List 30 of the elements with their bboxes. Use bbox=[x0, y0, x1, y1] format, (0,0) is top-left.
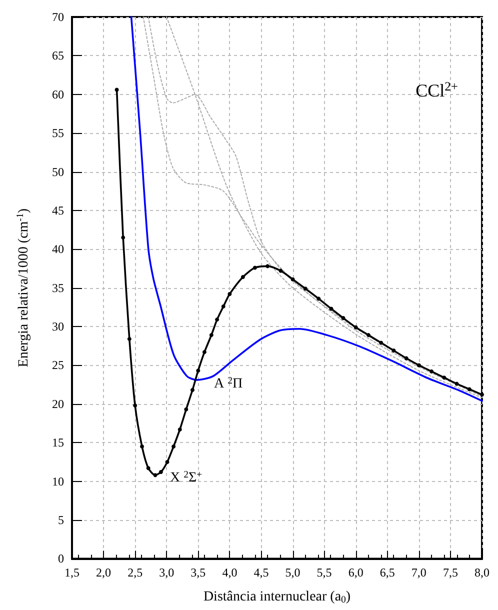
x-tick-label: 8,0 bbox=[474, 566, 490, 580]
y-tick-label: 0 bbox=[58, 552, 64, 566]
y-tick-label: 70 bbox=[52, 10, 64, 24]
y-tick-label: 25 bbox=[52, 358, 64, 372]
y-tick-label: 15 bbox=[52, 436, 64, 450]
x-tick-label: 5,5 bbox=[316, 566, 332, 580]
y-tick-label: 10 bbox=[52, 474, 64, 488]
x-tick-label: 1,5 bbox=[64, 566, 80, 580]
y-tick-label: 65 bbox=[52, 48, 64, 63]
y-tick-label: 35 bbox=[52, 280, 64, 295]
y-tick-label: 50 bbox=[52, 164, 64, 179]
y-tick-label: 30 bbox=[52, 320, 64, 334]
y-tick-label: 20 bbox=[52, 396, 64, 411]
x-tick-label: 7,0 bbox=[411, 566, 426, 580]
x-tick-label: 2,5 bbox=[128, 566, 143, 580]
x-tick-label: 7,5 bbox=[442, 566, 458, 580]
x-tick-label: 4,5 bbox=[254, 566, 269, 580]
y-tick-label: 45 bbox=[52, 203, 64, 218]
y-tick-label: 60 bbox=[52, 87, 64, 102]
x-tick-label: 5,0 bbox=[285, 566, 300, 580]
y-tick-label: 5 bbox=[58, 513, 64, 528]
y-tick-label: 55 bbox=[52, 126, 64, 140]
x-tick-label: 4,0 bbox=[222, 566, 238, 580]
x-tick-label: 3,5 bbox=[190, 566, 206, 580]
y-tick-label: 40 bbox=[52, 242, 64, 256]
x-tick-label: 3,0 bbox=[159, 566, 174, 580]
x-tick-label: 6,5 bbox=[380, 566, 395, 580]
x-tick-label: 6,0 bbox=[348, 566, 364, 580]
x-tick-label: 2,0 bbox=[96, 566, 112, 580]
y-axis-title: Energia relativa/1000 (cm-1) bbox=[15, 208, 32, 368]
